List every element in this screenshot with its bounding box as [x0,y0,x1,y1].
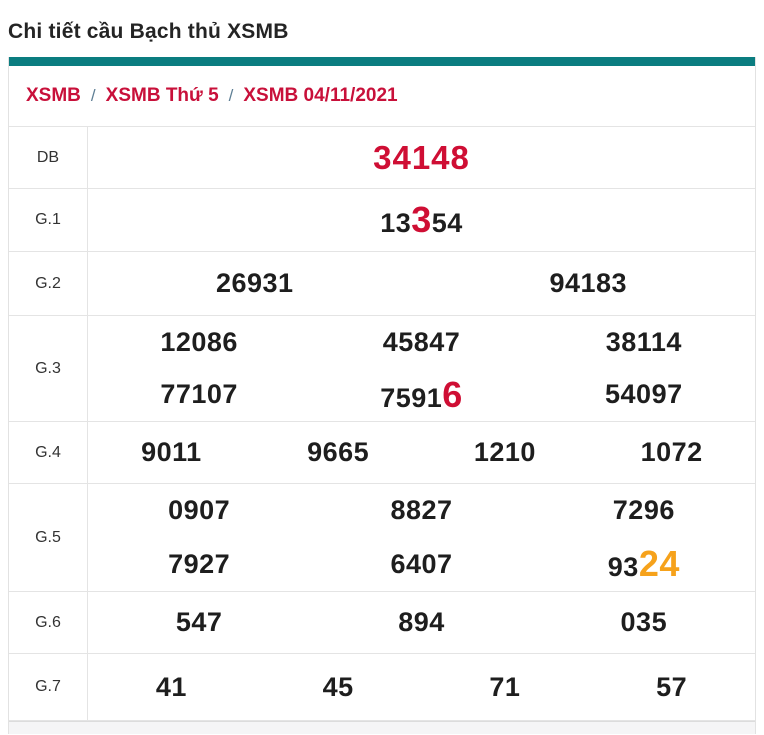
highlight-digit: 6 [442,373,463,415]
prize-number: 7296 [533,495,755,526]
teal-accent-bar [9,57,755,66]
prize-number: 41 [88,672,255,703]
number-segment: 26931 [215,268,294,298]
number-segment: 57 [656,671,688,702]
breadcrumb-link-xsmb[interactable]: XSMB [26,85,81,106]
prize-label-g7: G.7 [9,654,88,720]
number-segment: 0907 [168,495,231,526]
prize-number: 035 [533,607,755,638]
number-segment: 54097 [605,379,683,410]
prize-row-g1: G.1 13354 [9,189,755,252]
breadcrumb-separator: / [90,86,96,105]
prize-number: 57 [588,672,755,703]
results-card: XSMB / XSMB Thứ 5 / XSMB 04/11/2021 DB 3… [8,57,756,734]
number-segment: 93 [607,552,639,583]
number-segment: 45 [322,671,354,702]
prize-row-g3: G.3 12086 45847 38114 77107 75916 54097 [9,316,755,422]
prize-number: 8827 [310,495,532,526]
prize-number: 77107 [88,379,310,410]
prize-number: 45 [255,672,422,703]
prize-number: 6407 [310,549,532,580]
page-title: Chi tiết cầu Bạch thủ XSMB [8,19,289,43]
breadcrumb-link-xsmb-date[interactable]: XSMB 04/11/2021 [243,85,398,106]
prize-number: 13354 [88,199,755,241]
number-segment: 9665 [307,437,370,467]
number-segment: 38114 [605,326,682,357]
prize-label-g6: G.6 [9,592,88,653]
prize-number: 9011 [88,437,255,468]
number-segment: 1210 [473,437,536,467]
prize-row-g4: G.4 9011 9665 1210 1072 [9,422,755,484]
page-header: Chi tiết cầu Bạch thủ XSMB [0,0,764,57]
number-segment: 7591 [380,382,443,413]
prize-row-g5: G.5 0907 8827 7296 7927 6407 9324 [9,484,755,592]
prize-number: 0907 [88,495,310,526]
number-segment: 94183 [549,268,628,298]
prize-number: 1210 [422,437,589,468]
number-segment: 8827 [390,495,453,526]
number-segment: 7296 [612,495,675,526]
number-segment: 41 [155,671,187,702]
prize-number: 45847 [310,327,532,358]
number-segment: 547 [175,607,223,637]
number-segment: 894 [398,607,445,637]
number-segment: 13 [380,208,412,238]
prize-number: 7927 [88,549,310,580]
number-segment: 1072 [640,437,703,467]
number-segment: 6407 [390,548,453,579]
prize-number: 71 [422,672,589,703]
breadcrumb-separator: / [228,86,234,105]
number-segment: 71 [489,671,521,702]
prize-label-db: DB [9,127,88,188]
breadcrumb-link-xsmb-thu5[interactable]: XSMB Thứ 5 [105,85,219,106]
prize-row-g2: G.2 26931 94183 [9,252,755,316]
prize-number: 9324 [533,543,755,585]
prize-number: 94183 [422,268,756,299]
prize-number: 1072 [588,437,755,468]
prize-label-g3: G.3 [9,316,88,421]
number-segment: 34148 [373,138,470,176]
prize-number: 75916 [310,374,532,416]
breadcrumb: XSMB / XSMB Thứ 5 / XSMB 04/11/2021 [9,66,755,127]
prize-row-g6: G.6 547 894 035 [9,592,755,654]
prize-number: 12086 [88,327,310,358]
prize-number: 26931 [88,268,422,299]
prize-number: 9665 [255,437,422,468]
prize-label-g2: G.2 [9,252,88,315]
prize-label-g4: G.4 [9,422,88,483]
prize-label-g5: G.5 [9,484,88,591]
number-segment: 7927 [168,548,231,579]
prize-number: 547 [88,607,310,638]
number-segment: 035 [620,607,668,637]
number-segment: 77107 [160,379,238,410]
number-segment: 54 [431,208,463,238]
highlight-digit: 24 [638,543,680,585]
next-section-strip [9,721,755,734]
prize-number: 54097 [533,379,755,410]
highlight-digit: 3 [411,199,432,240]
prize-row-db: DB 34148 [9,127,755,189]
prize-row-g7: G.7 41 45 71 57 [9,654,755,721]
prize-number-db: 34148 [88,139,755,177]
number-segment: 9011 [141,437,202,467]
prize-label-g1: G.1 [9,189,88,251]
prize-number: 38114 [533,327,755,358]
number-segment: 45847 [382,326,461,357]
prize-number: 894 [310,607,532,638]
number-segment: 12086 [160,326,238,357]
